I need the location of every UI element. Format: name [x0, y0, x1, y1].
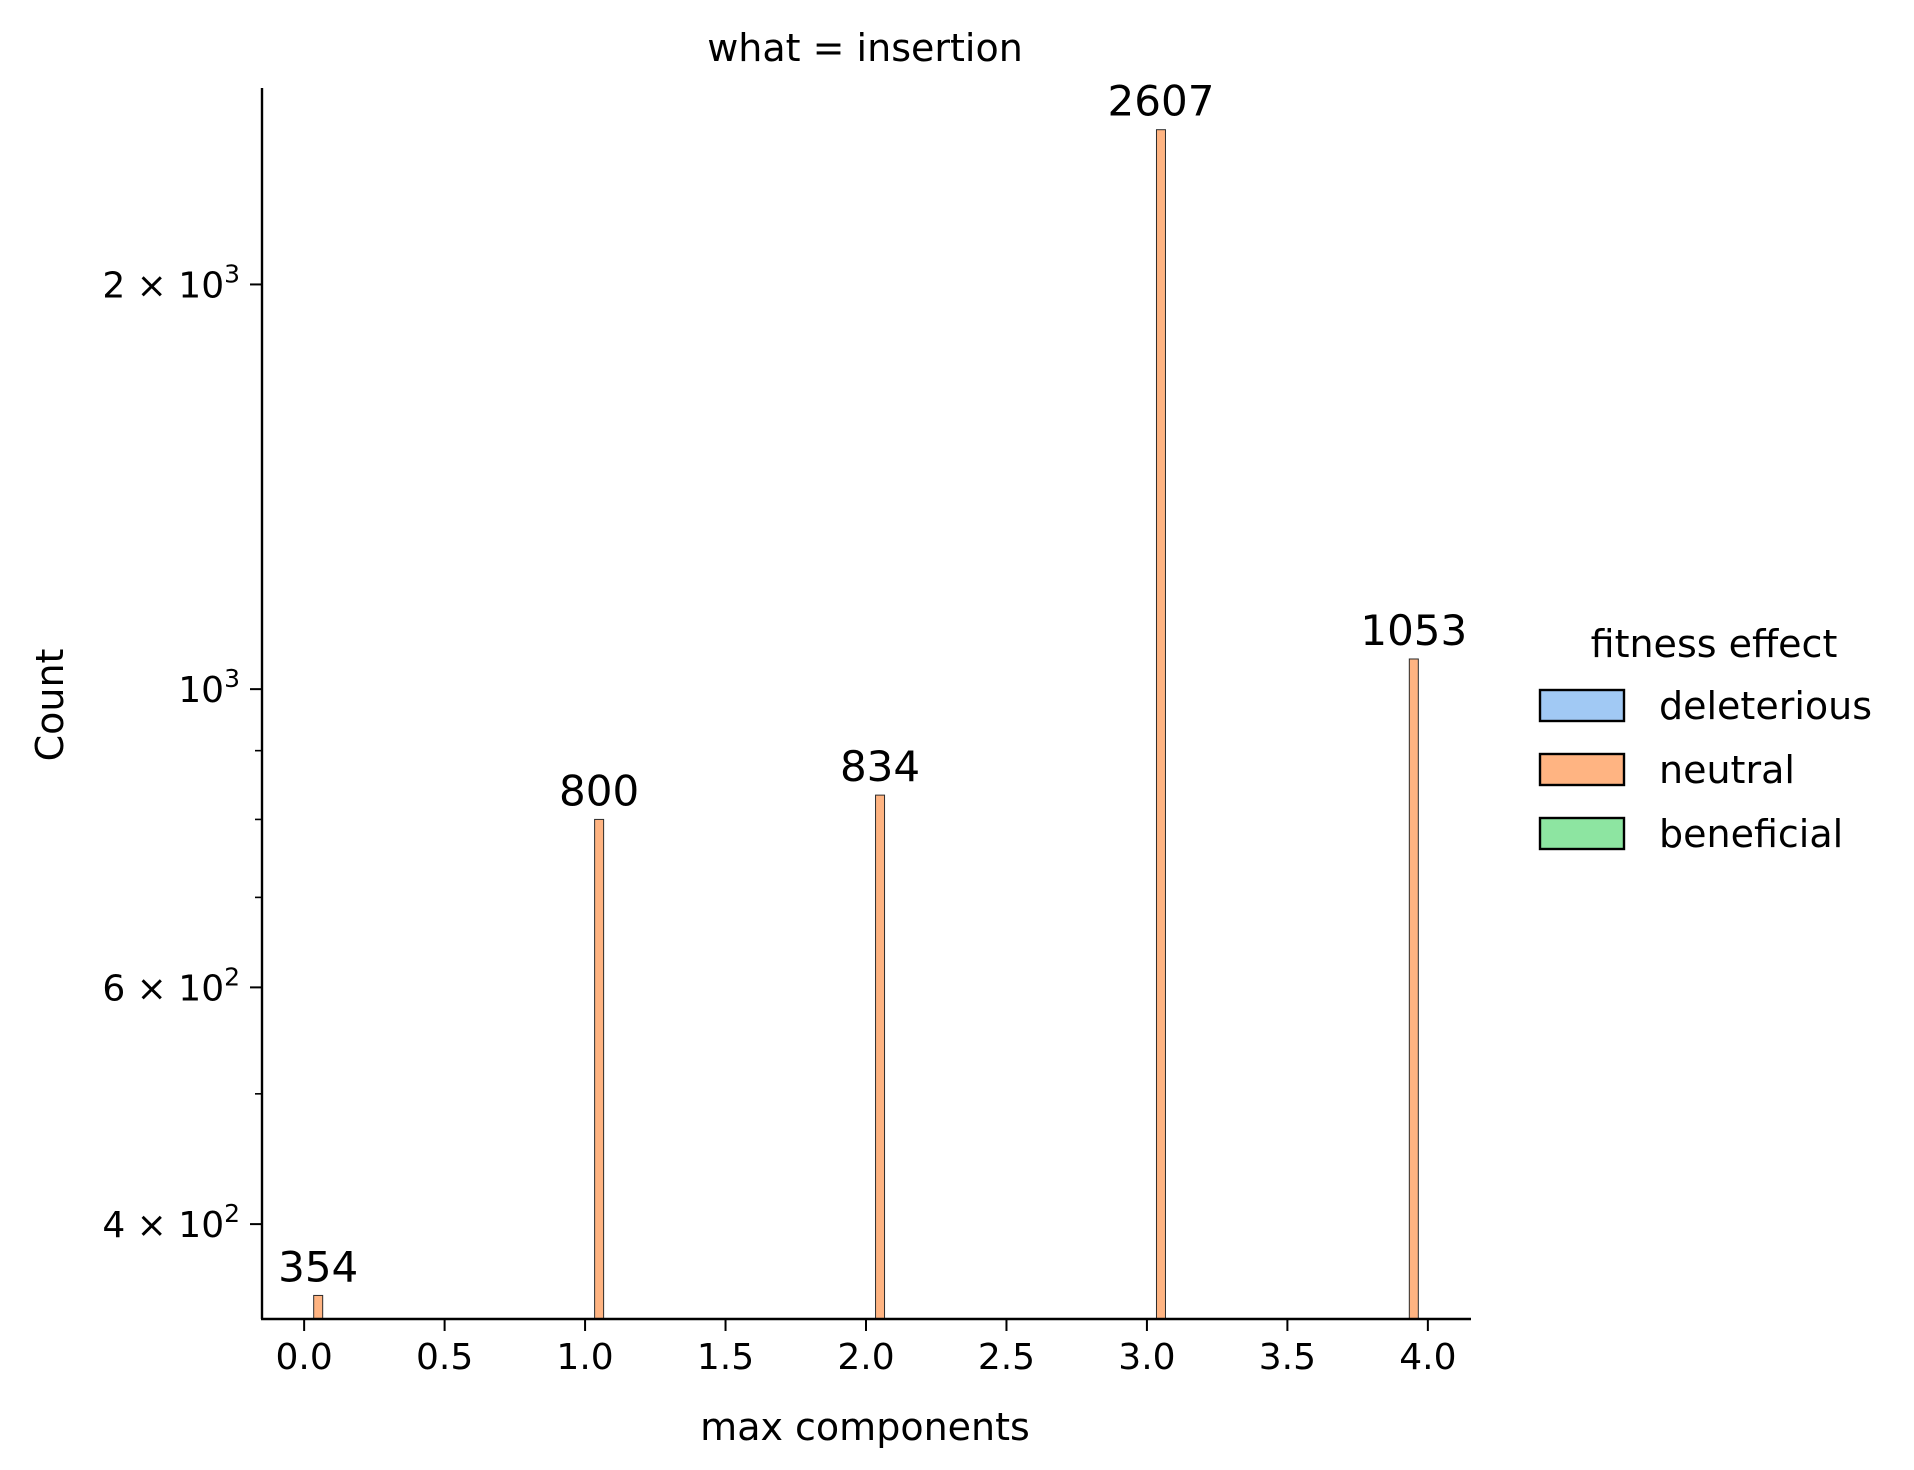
x-tick-label: 2.5 — [978, 1337, 1035, 1378]
x-ticks-layer: 0.0 0.5 1.0 1.5 2.0 2.5 3.0 3.5 4.0 — [276, 1319, 1456, 1378]
bar-value-label: 2607 — [1108, 77, 1215, 126]
x-tick-label: 1.5 — [697, 1337, 754, 1378]
legend-entries: deleterious neutral beneficial — [1538, 684, 1872, 856]
x-tick-label: 0.5 — [416, 1337, 473, 1378]
legend-title: fitness effect — [1591, 622, 1838, 666]
x-tick-label: 3.0 — [1118, 1337, 1175, 1378]
bar-value-label: 800 — [559, 766, 639, 815]
bar-value-label: 1053 — [1360, 606, 1467, 655]
bar — [1408, 658, 1419, 1320]
bar-value-label: 834 — [840, 742, 920, 791]
x-tick-label: 4.0 — [1399, 1337, 1456, 1378]
legend-label: beneficial — [1659, 812, 1843, 856]
legend-swatch — [1538, 688, 1626, 723]
x-tick-label: 1.0 — [556, 1337, 613, 1378]
y-tick-label: 6 × 102 — [102, 962, 240, 1009]
x-axis-label: max components — [700, 1405, 1030, 1449]
y-ticks-layer: 4 × 102 6 × 102 103 2 × 103 — [102, 259, 262, 1246]
x-tick-label: 3.5 — [1259, 1337, 1316, 1378]
x-tick-label: 2.0 — [837, 1337, 894, 1378]
legend-swatch — [1538, 816, 1626, 851]
bar — [1155, 129, 1166, 1320]
bar — [313, 1294, 324, 1320]
bars-layer — [313, 129, 1419, 1320]
y-tick-label: 103 — [178, 664, 240, 711]
legend-label: neutral — [1659, 748, 1795, 792]
y-tick-label: 2 × 103 — [102, 259, 240, 306]
chart-title: what = insertion — [707, 26, 1023, 70]
x-tick-label: 0.0 — [276, 1337, 333, 1378]
bar-labels-layer: 354 800 834 2607 1053 — [278, 77, 1467, 1292]
legend-label: deleterious — [1659, 684, 1872, 728]
bar-value-label: 354 — [278, 1242, 358, 1291]
y-tick-label: 4 × 102 — [102, 1199, 240, 1246]
legend: fitness effect deleterious neutral benefic… — [1538, 622, 1872, 856]
legend-swatch — [1538, 752, 1626, 787]
y-axis-label: Count — [28, 649, 72, 762]
bar — [875, 794, 886, 1320]
bar — [594, 818, 605, 1320]
